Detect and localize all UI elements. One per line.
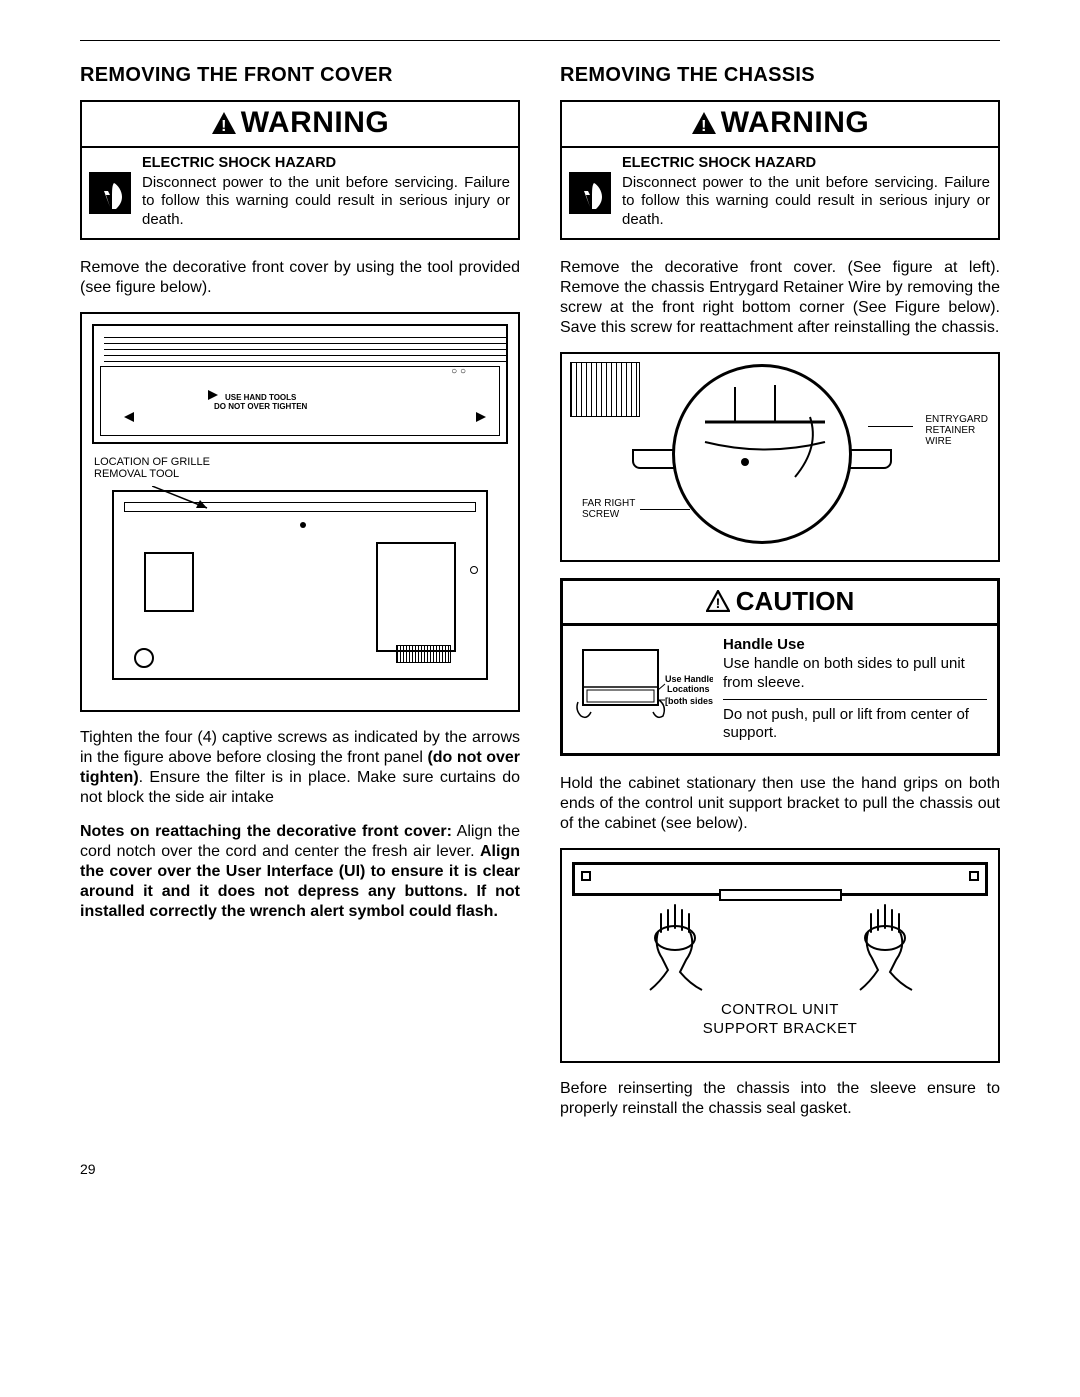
entrygard-label: ENTRYGARD RETAINER WIRE	[925, 414, 988, 447]
page-number: 29	[80, 1161, 1000, 1179]
electric-shock-icon	[568, 171, 612, 215]
warning-text-left: ELECTRIC SHOCK HAZARD Disconnect power t…	[138, 148, 518, 238]
hand-left-icon	[620, 900, 730, 995]
hazard-title-left: ELECTRIC SHOCK HAZARD	[142, 154, 510, 172]
top-rule	[80, 40, 1000, 41]
caution-line1: Use handle on both sides to pull unit fr…	[723, 655, 987, 693]
figure-front-cover: ○ ○ USE HAND TOOLS DO NOT OVER TIGHTEN L…	[80, 312, 520, 712]
figure-support-bracket: CONTROL UNIT SUPPORT BRACKET	[560, 848, 1000, 1063]
hazard-title-right: ELECTRIC SHOCK HAZARD	[622, 154, 990, 172]
upper-device-drawing: ○ ○ USE HAND TOOLS DO NOT OVER TIGHTEN	[92, 324, 508, 444]
svg-text:Use HandleLocations: Use HandleLocations	[665, 674, 713, 694]
warning-header-text: WARNING	[721, 104, 870, 142]
hazard-text-left: Disconnect power to the unit before serv…	[142, 174, 510, 229]
shock-icon-cell	[82, 148, 138, 238]
warning-triangle-icon: !	[211, 111, 237, 135]
caution-divider	[723, 699, 987, 700]
arrow-icon	[204, 388, 218, 402]
lower-device-drawing	[112, 490, 488, 680]
para2-c: . Ensure the filter is in place. Make su…	[80, 769, 520, 806]
caution-text: Handle Use Use handle on both sides to p…	[723, 636, 987, 743]
right-section-title: REMOVING THE CHASSIS	[560, 63, 1000, 88]
warning-header-left: ! WARNING	[82, 102, 518, 148]
screw-label: FAR RIGHT SCREW	[582, 498, 635, 520]
caution-triangle-icon: !	[706, 590, 730, 612]
caution-header-text: CAUTION	[736, 585, 854, 618]
shock-icon-cell	[562, 148, 618, 238]
caution-illustration: Use HandleLocations [both sides]	[573, 642, 713, 737]
left-para2: Tighten the four (4) captive screws as i…	[80, 728, 520, 808]
warning-box-right: ! WARNING ELECTRIC SHOCK HAZARD Disconne…	[560, 100, 1000, 240]
panel-label: USE HAND TOOLS DO NOT OVER TIGHTEN	[214, 394, 307, 412]
svg-text:!: !	[715, 595, 720, 611]
caution-box: ! CAUTION Use HandleLocations [both side…	[560, 578, 1000, 756]
chassis-detail-icon	[675, 367, 855, 547]
tool-location-label: LOCATION OF GRILLE REMOVAL TOOL	[94, 456, 508, 480]
right-para2: Hold the cabinet stationary then use the…	[560, 774, 1000, 834]
warning-triangle-icon: !	[691, 111, 717, 135]
warning-text-right: ELECTRIC SHOCK HAZARD Disconnect power t…	[618, 148, 998, 238]
hand-right-icon	[830, 900, 940, 995]
notes-title: Notes on reattaching the decorative fron…	[80, 823, 452, 840]
electric-shock-icon	[88, 171, 132, 215]
hands-row	[570, 900, 990, 995]
svg-text:!: !	[701, 118, 707, 135]
svg-text:!: !	[221, 118, 227, 135]
left-column: REMOVING THE FRONT COVER ! WARNING ELECT…	[80, 63, 520, 1133]
arrow-icon	[472, 410, 486, 424]
two-column-layout: REMOVING THE FRONT COVER ! WARNING ELECT…	[80, 63, 1000, 1133]
svg-text:[both sides]: [both sides]	[665, 696, 713, 706]
bracket-label: CONTROL UNIT SUPPORT BRACKET	[570, 1001, 990, 1039]
left-para1: Remove the decorative front cover by usi…	[80, 258, 520, 298]
warning-header-text: WARNING	[241, 104, 390, 142]
left-section-title: REMOVING THE FRONT COVER	[80, 63, 520, 88]
caution-line2: Do not push, pull or lift from center of…	[723, 706, 987, 744]
figure-chassis-wire: ENTRYGARD RETAINER WIRE FAR RIGHT SCREW	[560, 352, 1000, 562]
warning-box-left: ! WARNING ELECTRIC SHOCK HAZARD Disconne…	[80, 100, 520, 240]
handle-use-title: Handle Use	[723, 636, 987, 655]
right-column: REMOVING THE CHASSIS ! WARNING ELECTRIC …	[560, 63, 1000, 1133]
right-para3: Before reinserting the chassis into the …	[560, 1079, 1000, 1119]
warning-header-right: ! WARNING	[562, 102, 998, 148]
arrow-icon	[124, 410, 138, 424]
left-notes: Notes on reattaching the decorative fron…	[80, 822, 520, 922]
right-para1: Remove the decorative front cover. (See …	[560, 258, 1000, 338]
caution-header: ! CAUTION	[563, 581, 997, 627]
hazard-text-right: Disconnect power to the unit before serv…	[622, 174, 990, 229]
